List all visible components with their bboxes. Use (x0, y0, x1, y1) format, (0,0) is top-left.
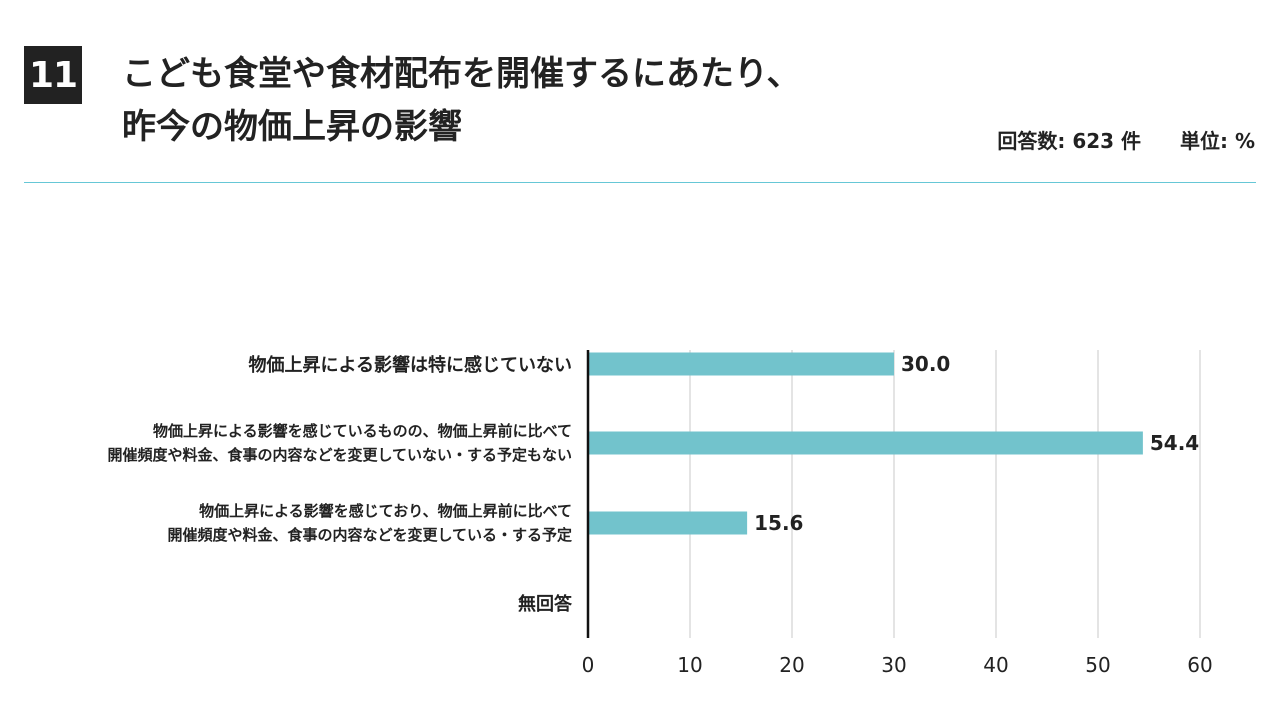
question-number-badge: 11 (24, 46, 82, 104)
x-tick-label-0: 0 (582, 653, 595, 677)
data-label-3: 15.6 (754, 511, 803, 535)
x-tick-label-30: 30 (881, 653, 906, 677)
data-label-2: 54.4 (1150, 431, 1199, 455)
bar-1 (588, 352, 894, 376)
category-label-3-line-1: 物価上昇による影響を感じており、物価上昇前に比べて (199, 502, 572, 520)
x-tick-label-50: 50 (1085, 653, 1110, 677)
x-tick-label-40: 40 (983, 653, 1008, 677)
label-layer: 30.0 物価上昇による影響は特に感じていない 54.4 物価上昇による影響を感じてい… (107, 352, 1199, 615)
bar-3 (588, 511, 748, 535)
tick-layer: 0 10 20 30 40 50 60 (582, 653, 1213, 677)
x-tick-label-60: 60 (1187, 653, 1212, 677)
data-label-1: 30.0 (901, 352, 950, 376)
title-line-1: こども食堂や食材配布を開催するにあたり、 (122, 54, 801, 94)
bar-layer (588, 352, 1143, 535)
category-label-2-line-2: 開催頻度や料金、食事の内容などを変更していない・する予定もない (107, 446, 572, 464)
category-label-2-line-1: 物価上昇による影響を感じているものの、物価上昇前に比べて (153, 422, 572, 440)
grid-layer (689, 350, 1201, 638)
respondent-count: 回答数: 623 件 (997, 129, 1142, 153)
bar-2 (588, 431, 1143, 455)
chart-meta: 回答数: 623 件 単位: % (997, 125, 1255, 154)
category-label-3-line-2: 開催頻度や料金、食事の内容などを変更している・する予定 (167, 526, 572, 544)
x-tick-label-20: 20 (779, 653, 804, 677)
unit-label: 単位: % (1180, 129, 1255, 153)
category-label-4: 無回答 (518, 593, 573, 615)
chart-title: こども食堂や食材配布を開催するにあたり、 昨今の物価上昇の影響 (122, 48, 801, 154)
title-line-2: 昨今の物価上昇の影響 (122, 107, 462, 147)
x-tick-label-10: 10 (677, 653, 702, 677)
header-divider (24, 182, 1256, 183)
category-label-1: 物価上昇による影響は特に感じていない (249, 354, 572, 376)
